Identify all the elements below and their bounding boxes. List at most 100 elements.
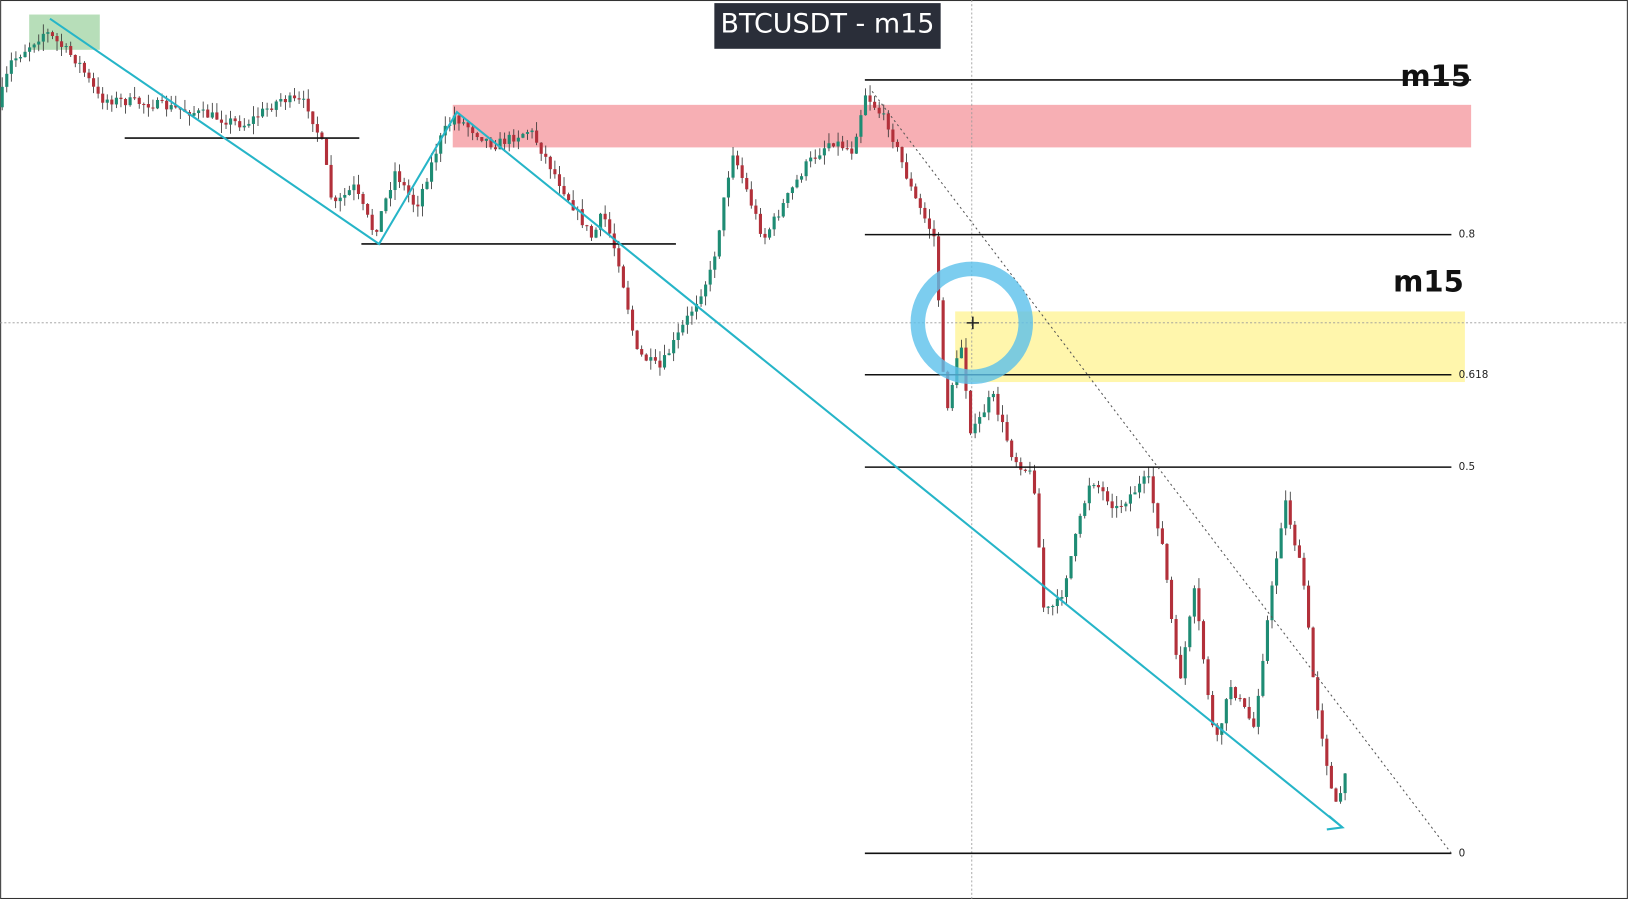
candle-body (585, 225, 589, 227)
candle-body (1169, 579, 1174, 620)
candle-body (393, 171, 397, 191)
candle-body (1201, 621, 1206, 660)
candle-body (73, 54, 77, 64)
candle-body (238, 121, 242, 128)
candle-body (1110, 501, 1114, 509)
candle-body (790, 187, 794, 194)
candle-body (430, 162, 434, 182)
candle-body (722, 197, 726, 231)
candle-body (1032, 470, 1037, 494)
candle-body (1115, 505, 1119, 509)
candle-body (292, 95, 297, 99)
candle-body (973, 423, 977, 434)
candle-body (900, 147, 904, 163)
candle-body (927, 218, 931, 229)
candle-body (91, 78, 96, 87)
candle-body (882, 113, 886, 115)
candle-body (809, 157, 813, 162)
candle-body (749, 189, 753, 206)
candle-body (411, 194, 415, 205)
candle-body (28, 47, 32, 52)
candle-body (996, 393, 1000, 415)
candle-body (82, 62, 86, 73)
candle-body (676, 332, 680, 341)
candle-body (398, 171, 402, 183)
candle-body (14, 58, 18, 61)
candle-body (128, 97, 132, 106)
candle-body (329, 164, 333, 198)
candle-body (1179, 654, 1183, 679)
candle-body (1037, 493, 1041, 548)
candle-body (192, 113, 196, 116)
candle-body (1197, 588, 1201, 622)
candle-body (242, 125, 246, 128)
candle-body (137, 97, 141, 104)
candle-body (1019, 462, 1023, 470)
candle-body (854, 136, 858, 154)
candle-body (1247, 706, 1251, 719)
candle-body (608, 219, 612, 234)
candle-body (690, 311, 694, 316)
candle-body (845, 148, 849, 150)
candle-body (891, 129, 895, 142)
fib-label: 0.5 (1459, 461, 1476, 473)
candle-body (1074, 533, 1078, 557)
candle-body (1284, 500, 1288, 529)
candle-body (909, 178, 913, 187)
candle-body (457, 115, 461, 124)
candle-body (914, 186, 918, 199)
candle-body (343, 194, 347, 198)
candle-body (1275, 558, 1279, 586)
candle-body (841, 141, 845, 149)
candle-body (1302, 557, 1306, 586)
title-box (714, 3, 941, 49)
candle-body (530, 130, 534, 133)
candle-body (334, 197, 338, 202)
candle-body (315, 124, 319, 133)
candle-body (1233, 687, 1238, 699)
candle-body (795, 179, 799, 188)
candle-body (475, 133, 479, 138)
candle-body (439, 135, 443, 154)
candle-body (338, 197, 342, 202)
candle-body (78, 62, 82, 64)
candle-body (114, 97, 118, 105)
candle-body (270, 108, 274, 110)
candle-body (859, 115, 863, 137)
candle-body (667, 353, 671, 356)
candle-body (836, 141, 840, 147)
candle-body (1160, 528, 1164, 544)
candle-body (1119, 505, 1123, 507)
candle-body (1005, 422, 1009, 441)
candle-body (937, 236, 941, 301)
candle-body (512, 134, 516, 142)
candle-body (87, 72, 91, 79)
candle-body (219, 119, 224, 123)
candle-body (535, 130, 539, 143)
candle-body (708, 269, 712, 285)
candle-body (41, 33, 45, 42)
candle-body (731, 155, 735, 178)
candle-body (265, 108, 269, 110)
candle-body (471, 127, 475, 134)
candle-body (498, 138, 502, 150)
candle-body (123, 99, 128, 106)
candle-body (96, 86, 100, 94)
candle-body (165, 100, 169, 110)
candle-body (941, 300, 945, 372)
candle-body (968, 390, 973, 434)
candles (0, 24, 1347, 804)
zone-label: m15 (1393, 264, 1464, 298)
candle-body (877, 107, 881, 114)
candle-body (324, 138, 329, 165)
wave-lines (49, 17, 1345, 831)
candle-body (539, 142, 543, 154)
candle-body (1078, 515, 1082, 534)
fib-label: 0.618 (1459, 369, 1489, 381)
candle-body (1224, 699, 1228, 724)
candle-body (151, 107, 155, 109)
candle-body (562, 185, 566, 195)
candle-body (818, 155, 822, 159)
candle-body (1042, 547, 1046, 608)
